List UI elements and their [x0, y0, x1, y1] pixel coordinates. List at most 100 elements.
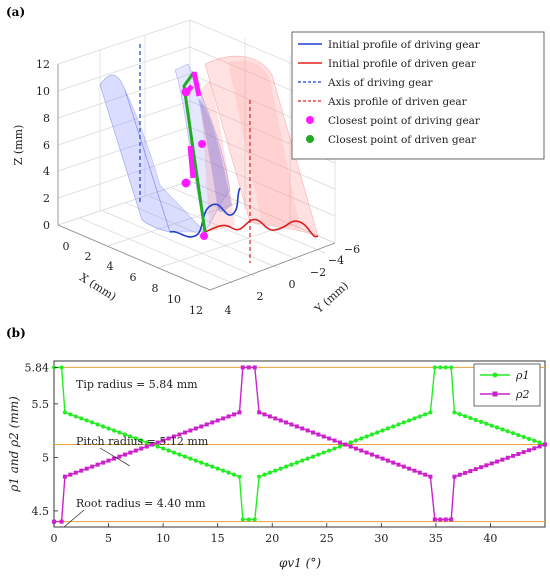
- x-tick-label-0: 0: [51, 532, 58, 545]
- series-2-point-59: [369, 452, 374, 457]
- series-2-point-11: [112, 456, 117, 461]
- series-2-point-6: [84, 466, 89, 471]
- series-1-point-8: [95, 422, 100, 427]
- series-2-point-53: [337, 440, 342, 445]
- series-1-point-70: [428, 410, 433, 415]
- series-1-point-3: [68, 412, 73, 417]
- series-2-point-4: [73, 470, 78, 475]
- pitch-radius-leader: [99, 447, 131, 467]
- series-2-point-49: [316, 432, 321, 437]
- legend-b-marker-rho2: [492, 391, 498, 397]
- series-layer: [51, 365, 548, 524]
- driven-gear-surface: [200, 55, 319, 237]
- series-1-point-19: [155, 444, 160, 449]
- x-tick-label-6: 30: [374, 532, 388, 545]
- series-1-point-80: [478, 419, 484, 424]
- series-2-point-61: [380, 456, 385, 461]
- series-1-point-75: [452, 410, 457, 415]
- series-1-point-47: [305, 456, 310, 461]
- series-2-point-9: [101, 460, 106, 465]
- series-1-point-45: [294, 460, 299, 465]
- series-1-point-51: [327, 448, 332, 453]
- series-1-point-4: [73, 414, 78, 419]
- y-tick-neg2: −2: [310, 266, 326, 279]
- series-2-point-24: [182, 430, 187, 435]
- series-1-point-35: [240, 517, 245, 522]
- series-1-point-24: [182, 454, 188, 459]
- series-2-point-7: [90, 464, 95, 469]
- box-edges: [57, 64, 336, 291]
- series-2-point-29: [210, 420, 215, 425]
- series-1-point-6: [84, 418, 89, 423]
- y-axis-label: Y (mm): [312, 279, 351, 316]
- series-1-point-52: [332, 446, 337, 451]
- series-2-point-83: [495, 459, 500, 464]
- series-2-point-38: [257, 410, 262, 415]
- panel-b-line-chart: 0 5 10 15 20 25 30 35 40 4.5 5 5.5 5.84 Tip radius …: [7, 360, 548, 570]
- series-2-point-34: [237, 410, 242, 415]
- series-2-point-91: [537, 444, 542, 449]
- plot-b-frame: [53, 360, 546, 528]
- series-1-point-15: [133, 436, 138, 441]
- series-2-point-28: [204, 422, 209, 427]
- y-ticks-b: 4.5 5 5.5 5.84: [25, 361, 58, 518]
- root-radius-label: Root radius = 4.40 mm: [76, 497, 206, 510]
- series-2-point-65: [401, 464, 406, 469]
- series-1-point-43: [283, 464, 289, 469]
- series-2-point-32: [226, 414, 231, 419]
- z-tick-12: 12: [36, 58, 50, 71]
- x-tick-label-4: 20: [265, 532, 279, 545]
- z-tick-10: 10: [36, 85, 50, 98]
- x-tick-label-7: 35: [429, 532, 443, 545]
- series-2-point-2: [62, 474, 67, 479]
- series-2-point-13: [122, 452, 127, 457]
- series-1-point-60: [375, 430, 380, 435]
- series-2-point-73: [443, 517, 448, 522]
- series-1-point-68: [417, 414, 422, 419]
- series-2-point-1: [59, 519, 64, 524]
- series-2-point-79: [473, 467, 478, 472]
- series-1-point-7: [90, 420, 95, 425]
- z-tick-6: 6: [43, 139, 50, 152]
- series-2-point-62: [385, 458, 390, 463]
- series-2-point-52: [332, 438, 337, 443]
- series-1-point-66: [407, 418, 412, 423]
- series-1-point-83: [494, 425, 500, 430]
- legend-a-item-2: Initial profile of driven gear: [298, 58, 477, 70]
- series-1-point-63: [391, 424, 396, 429]
- series-2-point-18: [150, 442, 155, 447]
- legend-a-item-6: Closest point of driven gear: [306, 134, 477, 146]
- series-2-point-92: [543, 442, 547, 447]
- series-1-point-17: [144, 440, 149, 445]
- series-2-point-12: [117, 454, 122, 459]
- series-1-point-79: [473, 417, 478, 423]
- series-1-point-58: [364, 434, 369, 439]
- series-1-point-26: [193, 458, 198, 463]
- series-2-point-47: [305, 428, 310, 433]
- series-1-point-69: [423, 412, 428, 417]
- root-radius-leader: [63, 509, 85, 528]
- x-tick-label-1: 5: [105, 532, 112, 545]
- x-tick-label-5: 25: [320, 532, 334, 545]
- x-tick-12: 12: [189, 304, 203, 317]
- series-1-point-48: [310, 454, 316, 459]
- series-2-point-84: [500, 457, 505, 462]
- series-2-point-23: [177, 432, 182, 437]
- series-1-point-14: [128, 434, 133, 439]
- series-2-point-21: [166, 436, 171, 441]
- series-1-point-87: [516, 432, 521, 438]
- series-1-point-76: [457, 412, 462, 417]
- legend-a-label-2: Initial profile of driven gear: [328, 58, 477, 70]
- series-2-point-25: [188, 428, 193, 433]
- x-tick-10: 10: [167, 293, 181, 306]
- legend-a-label-1: Initial profile of driving gear: [328, 39, 481, 51]
- x-tick-8: 8: [152, 282, 159, 295]
- x-tick-6: 6: [130, 271, 137, 284]
- series-2-point-58: [364, 450, 369, 455]
- series-1-point-62: [385, 426, 390, 431]
- series-2-point-44: [289, 422, 294, 427]
- panel-a-3d-plot: 0 2 4 6 8 10 12 Z (mm) 0 2 4 6 8 10 12 X…: [12, 19, 545, 317]
- series-2-point-71: [432, 517, 437, 522]
- x-tick-2: 2: [85, 250, 92, 263]
- legend-a-item-3: Axis of driving gear: [298, 77, 434, 89]
